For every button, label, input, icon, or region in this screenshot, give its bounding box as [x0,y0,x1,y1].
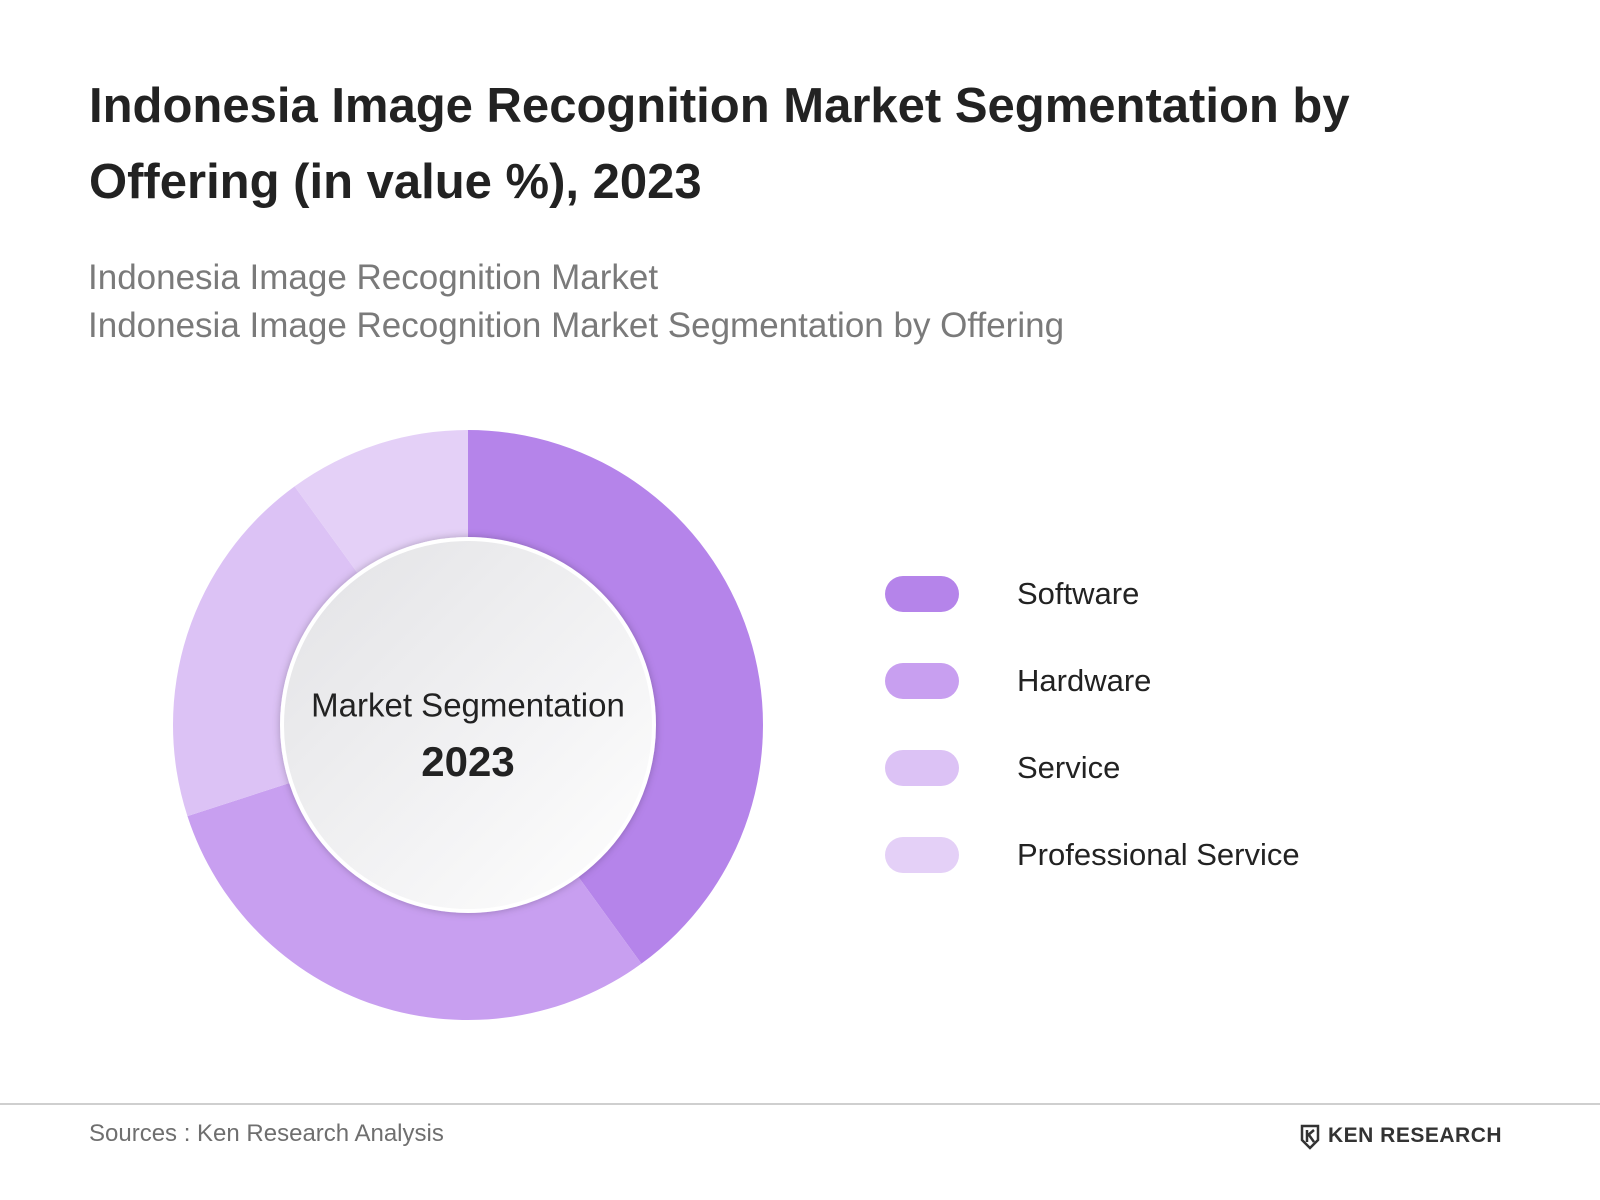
legend-swatch [885,837,959,873]
legend-swatch [885,576,959,612]
subtitle: Indonesia Image Recognition Market [88,258,659,297]
center-label: Market Segmentation [311,687,625,724]
brand: KEN RESEARCH [1328,1124,1503,1147]
donut-slice [173,486,380,817]
legend-swatch [885,663,959,699]
donut-hole [280,537,656,913]
chart: Market Segmentation 2023 Software Hardwar… [173,430,1300,1021]
legend-label: Software [1017,576,1139,611]
subtitle: Indonesia Image Recognition Market Segme… [88,306,1065,345]
legend-label: Professional Service [1017,837,1300,872]
legend-label: Service [1017,750,1120,785]
legend-label: Hardware [1017,663,1151,698]
chart-title: Indonesia Image Recognition Market Segme… [89,79,1350,209]
center-year: 2023 [421,738,514,785]
source: Sources : Ken Research Analysis [89,1120,444,1147]
footer-rule [0,1103,1600,1105]
legend-swatch [885,750,959,786]
brand-icon [1300,1124,1320,1150]
